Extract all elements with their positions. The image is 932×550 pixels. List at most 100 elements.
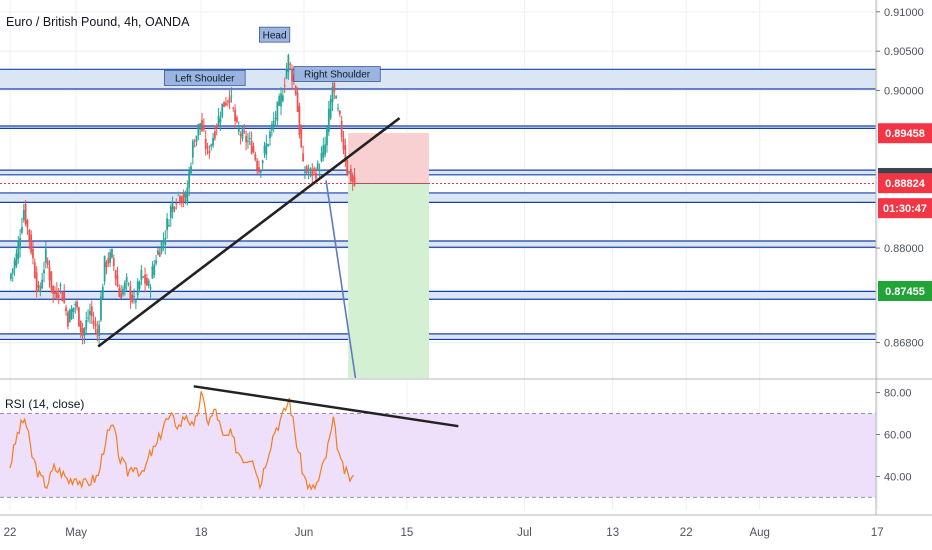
candle-body — [245, 135, 248, 143]
stop-loss-area — [348, 133, 429, 184]
candle-body — [287, 55, 290, 73]
candle-body — [289, 63, 292, 65]
candle-body — [107, 257, 110, 264]
time-tick-label: 13 — [606, 527, 619, 539]
price-tick-label: 0.86800 — [884, 338, 924, 350]
candle-body — [335, 96, 338, 99]
zone-fill — [0, 333, 876, 340]
candle-body — [243, 131, 246, 133]
price-tick-label: 0.88000 — [884, 243, 924, 255]
candle-body — [278, 96, 281, 106]
candle-body — [269, 131, 271, 139]
candle-body — [237, 128, 240, 132]
short-position-tool[interactable] — [0, 133, 876, 378]
candle-body — [208, 150, 211, 154]
candle-body — [351, 175, 354, 182]
candle-body — [74, 304, 77, 306]
candle-body — [173, 207, 176, 210]
candle-body — [94, 323, 97, 327]
candlestick-series — [10, 53, 356, 346]
price-tick-label: 0.91000 — [884, 7, 924, 19]
candle-body — [256, 160, 259, 170]
candle-body — [171, 203, 174, 213]
candle-body — [309, 168, 312, 171]
candle-body — [142, 276, 145, 278]
candle-body — [138, 281, 141, 289]
time-tick-label: 15 — [401, 527, 414, 539]
candle-body — [168, 224, 170, 227]
rsi-divergence-line — [193, 385, 459, 428]
candle-body — [61, 291, 64, 302]
candle-body — [327, 108, 330, 132]
candle-body — [294, 86, 297, 95]
time-tick-label: Aug — [749, 527, 769, 539]
candle-body — [204, 138, 207, 150]
candle-body — [127, 283, 130, 285]
candle-body — [26, 220, 29, 228]
candle-body — [252, 146, 255, 153]
candle-body — [234, 109, 236, 121]
candle-body — [28, 229, 31, 241]
candle-body — [197, 124, 200, 136]
candle-body — [19, 237, 22, 249]
candle-body — [329, 99, 332, 119]
candle-body — [44, 248, 47, 263]
candle-body — [217, 115, 220, 126]
candle-body — [296, 92, 299, 113]
candle-body — [111, 249, 113, 258]
candle-body — [103, 255, 106, 282]
drawing-overlays[interactable]: Left Shoulder Head Right Shoulder — [97, 26, 401, 379]
candle-body — [72, 307, 75, 312]
candle-body — [46, 260, 49, 265]
price-label-text: 0.89458 — [885, 128, 925, 140]
candle-body — [191, 140, 194, 158]
candle-body — [43, 269, 45, 274]
candle-body — [177, 192, 180, 194]
candle-body — [283, 85, 286, 87]
candle-body — [13, 260, 16, 269]
candle-body — [33, 262, 36, 278]
candle-body — [307, 172, 310, 174]
candle-body — [212, 137, 214, 146]
candle-body — [302, 153, 304, 162]
candle-body — [54, 291, 56, 295]
candle-body — [68, 309, 71, 323]
candle-body — [193, 146, 196, 148]
candle-body — [35, 272, 38, 292]
candle-body — [48, 266, 51, 281]
candle-body — [87, 317, 89, 319]
candle-body — [226, 100, 229, 102]
candle-body — [66, 312, 69, 327]
pattern-label: Left Shoulder — [175, 74, 235, 85]
candle-body — [261, 160, 264, 164]
candle-body — [263, 145, 266, 154]
candle-body — [147, 280, 150, 286]
candle-body — [98, 324, 101, 336]
pattern-label-box — [163, 70, 246, 86]
candle-body — [65, 307, 67, 312]
candle-body — [78, 307, 80, 327]
candle-body — [10, 273, 12, 279]
candle-body — [248, 137, 251, 140]
candle-body — [331, 86, 334, 103]
candle-body — [259, 170, 262, 173]
price-label-text: 0.87455 — [885, 286, 925, 298]
candle-body — [166, 218, 169, 230]
time-tick-label: Jul — [517, 527, 532, 539]
candle-body — [349, 168, 352, 182]
candle-body — [250, 141, 253, 154]
candle-body — [267, 144, 270, 146]
candle-body — [241, 128, 244, 139]
candle-body — [215, 125, 218, 129]
candle-body — [70, 308, 73, 319]
candle-body — [109, 252, 112, 263]
price-label-badge — [878, 198, 932, 219]
pattern-label: Right Shoulder — [304, 70, 371, 81]
candle-body — [180, 196, 183, 204]
zone-fill — [0, 291, 876, 300]
candle-body — [333, 82, 336, 92]
candle-body — [85, 320, 88, 329]
candle-body — [344, 145, 347, 162]
candle-body — [21, 227, 23, 233]
